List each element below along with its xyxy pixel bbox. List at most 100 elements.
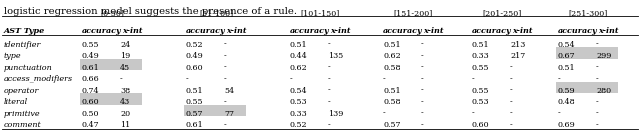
Text: primitive: primitive bbox=[4, 110, 40, 118]
Text: 0.51: 0.51 bbox=[383, 87, 401, 95]
Text: 0.57: 0.57 bbox=[186, 110, 204, 118]
Text: 0.60: 0.60 bbox=[186, 64, 204, 72]
Text: 0.58: 0.58 bbox=[383, 64, 401, 72]
Text: 0.51: 0.51 bbox=[558, 64, 575, 72]
Text: 0.53: 0.53 bbox=[290, 98, 308, 106]
Text: 20: 20 bbox=[120, 110, 130, 118]
Text: 0.60: 0.60 bbox=[472, 121, 490, 129]
Text: -: - bbox=[596, 75, 599, 83]
Text: 280: 280 bbox=[596, 87, 611, 95]
Bar bbox=[80, 93, 142, 105]
Text: punctuation: punctuation bbox=[4, 64, 52, 72]
Text: 0.58: 0.58 bbox=[383, 98, 401, 106]
Text: 43: 43 bbox=[120, 98, 131, 106]
Text: -: - bbox=[328, 87, 331, 95]
Text: -: - bbox=[421, 87, 424, 95]
Text: 135: 135 bbox=[328, 52, 343, 60]
Text: comment: comment bbox=[4, 121, 42, 129]
Text: 0.44: 0.44 bbox=[290, 52, 308, 60]
Text: 0.61: 0.61 bbox=[82, 64, 100, 72]
Text: [51-100]: [51-100] bbox=[199, 9, 233, 17]
Text: literal: literal bbox=[4, 98, 28, 106]
Text: -: - bbox=[510, 98, 513, 106]
Text: 54: 54 bbox=[224, 87, 234, 95]
Text: 0.55: 0.55 bbox=[82, 41, 99, 49]
Text: 0.49: 0.49 bbox=[82, 52, 100, 60]
Text: 217: 217 bbox=[510, 52, 525, 60]
Text: 19: 19 bbox=[120, 52, 131, 60]
Text: accuracy: accuracy bbox=[383, 27, 422, 35]
Text: 0.57: 0.57 bbox=[383, 121, 401, 129]
Text: -: - bbox=[328, 41, 331, 49]
Text: -: - bbox=[328, 121, 331, 129]
Text: accuracy: accuracy bbox=[186, 27, 226, 35]
Text: -: - bbox=[510, 121, 513, 129]
Text: 24: 24 bbox=[120, 41, 131, 49]
Text: 0.51: 0.51 bbox=[472, 41, 490, 49]
Bar bbox=[556, 47, 618, 58]
Text: -: - bbox=[421, 41, 424, 49]
Text: -: - bbox=[421, 64, 424, 72]
Text: -: - bbox=[224, 52, 227, 60]
Text: -: - bbox=[421, 121, 424, 129]
Text: -: - bbox=[224, 64, 227, 72]
Text: [0-50]: [0-50] bbox=[100, 9, 124, 17]
Text: -: - bbox=[383, 75, 386, 83]
Text: -: - bbox=[596, 64, 599, 72]
Text: -: - bbox=[224, 121, 227, 129]
Text: identifier: identifier bbox=[4, 41, 42, 49]
Text: -: - bbox=[224, 41, 227, 49]
Text: AST Type: AST Type bbox=[4, 27, 45, 35]
Text: 0.66: 0.66 bbox=[82, 75, 100, 83]
Text: -: - bbox=[596, 121, 599, 129]
Text: -: - bbox=[421, 75, 424, 83]
Text: 0.62: 0.62 bbox=[383, 52, 401, 60]
Text: -: - bbox=[328, 98, 331, 106]
Bar bbox=[556, 82, 618, 93]
Text: -: - bbox=[421, 52, 424, 60]
Text: 213: 213 bbox=[510, 41, 525, 49]
Text: [251-300]: [251-300] bbox=[568, 9, 608, 17]
Text: -: - bbox=[224, 75, 227, 83]
Text: x-int: x-int bbox=[598, 27, 619, 35]
Text: 0.51: 0.51 bbox=[290, 41, 308, 49]
Text: 0.67: 0.67 bbox=[558, 52, 575, 60]
Text: 0.59: 0.59 bbox=[558, 87, 575, 95]
Text: 0.61: 0.61 bbox=[186, 121, 204, 129]
Text: 0.50: 0.50 bbox=[82, 110, 99, 118]
Text: -: - bbox=[596, 98, 599, 106]
Text: 0.33: 0.33 bbox=[472, 52, 490, 60]
Text: 11: 11 bbox=[120, 121, 131, 129]
Text: -: - bbox=[472, 75, 475, 83]
Text: 0.47: 0.47 bbox=[82, 121, 100, 129]
Text: 0.48: 0.48 bbox=[558, 98, 575, 106]
Text: -: - bbox=[290, 75, 292, 83]
Text: operator: operator bbox=[4, 87, 40, 95]
Text: 45: 45 bbox=[120, 64, 130, 72]
Text: 0.52: 0.52 bbox=[290, 121, 308, 129]
Text: accuracy: accuracy bbox=[558, 27, 598, 35]
Bar bbox=[80, 58, 142, 70]
Text: 38: 38 bbox=[120, 87, 130, 95]
Text: 0.55: 0.55 bbox=[472, 64, 490, 72]
Text: -: - bbox=[383, 110, 386, 118]
Text: 0.69: 0.69 bbox=[558, 121, 576, 129]
Text: 0.60: 0.60 bbox=[82, 98, 100, 106]
Text: 139: 139 bbox=[328, 110, 344, 118]
Text: -: - bbox=[510, 110, 513, 118]
Text: -: - bbox=[596, 41, 599, 49]
Text: -: - bbox=[510, 87, 513, 95]
Text: -: - bbox=[328, 64, 331, 72]
Text: [201-250]: [201-250] bbox=[483, 9, 522, 17]
Text: x-int: x-int bbox=[423, 27, 444, 35]
Text: x-int: x-int bbox=[226, 27, 246, 35]
Text: 0.53: 0.53 bbox=[472, 98, 490, 106]
Text: -: - bbox=[558, 75, 561, 83]
Text: -: - bbox=[596, 110, 599, 118]
Text: 0.51: 0.51 bbox=[383, 41, 401, 49]
Text: accuracy: accuracy bbox=[290, 27, 330, 35]
Bar bbox=[184, 105, 246, 116]
Text: 0.74: 0.74 bbox=[82, 87, 100, 95]
Text: 0.62: 0.62 bbox=[290, 64, 308, 72]
Text: -: - bbox=[510, 75, 513, 83]
